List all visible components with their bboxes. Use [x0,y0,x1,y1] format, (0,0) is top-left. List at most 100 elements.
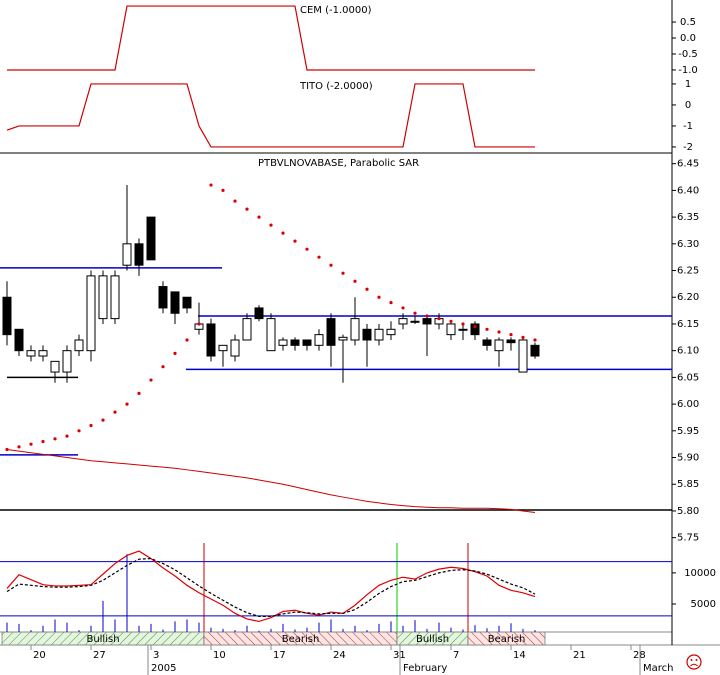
signal-label: Bullish [86,634,119,645]
sar-dot [17,445,21,449]
sar-dot [437,317,441,321]
sar-dot [245,207,249,211]
candle-body [62,350,72,373]
candle-body [98,275,108,320]
series-line [6,557,536,618]
sar-dot [497,330,501,334]
candle-body [206,323,216,357]
y-tick-label: 0.0 [680,33,696,44]
x-tick-label: 20 [33,650,46,661]
y-tick-label: 6.00 [677,399,699,410]
sar-dot [233,199,237,203]
candle-body [482,339,492,346]
y-tick-label: 5.75 [677,533,699,544]
candle-body [158,286,168,309]
sar-dot [449,319,453,323]
sar-dot [425,314,429,318]
sar-dot [5,447,9,452]
panel-title: TITO (-2.0000) [299,81,373,92]
candle-body [278,339,288,346]
sar-dot [89,423,93,428]
signal-label: Bearish [282,634,320,645]
sar-dot [461,322,465,326]
candle-body [314,334,324,346]
candle-body [362,328,372,341]
candle-body [50,360,60,373]
candle-body [458,328,468,331]
x-tick-label: 31 [393,650,406,661]
sar-dot [125,402,129,406]
candle-body [146,216,156,261]
y-tick-label: 6.25 [677,266,699,277]
sar-dot [401,306,405,310]
sar-dot [65,434,69,438]
panel-title: CEM (-1.0000) [300,5,372,16]
y-tick-label: 6.35 [677,212,699,223]
candle-body [398,318,408,325]
y-tick-label: 6.05 [677,372,699,383]
y-tick-label: -1.0 [678,65,698,76]
y-tick-label: 6.15 [677,319,699,330]
candle-body [242,318,252,341]
y-tick-label: 5.95 [677,426,699,437]
y-tick-label: 5.80 [677,506,699,517]
y-tick-label: -1 [683,121,693,132]
candle-body [122,243,132,266]
sar-dot [341,271,345,275]
candle-body [2,296,12,336]
candle-body [506,339,516,344]
sar-dot [101,418,105,422]
y-tick-label: 5.85 [677,479,699,490]
candle-body [38,350,48,357]
candle-body [338,336,348,341]
y-tick-label: 0 [685,100,691,111]
sar-dot [41,439,45,444]
sar-dot [485,327,489,331]
sar-dot [281,231,285,235]
candle-body [386,328,396,336]
y-tick-label: 6.20 [677,292,699,303]
candle-body [422,318,432,325]
candle-body [302,339,312,346]
candle-body [470,323,480,336]
status-icon [686,654,702,670]
y-tick-label: 5000 [691,599,716,610]
candle-body [326,318,336,346]
candle-body [170,291,180,314]
x-tick-label: 10 [213,650,226,661]
x-tick-label: 3 [153,650,159,661]
sar-dot [317,255,321,259]
series-line [6,550,536,623]
y-tick-label: 0.5 [680,17,696,28]
sar-dot [77,429,81,433]
sar-dot [473,325,477,329]
x-tick-label: 24 [333,650,346,661]
x-tick-label: 7 [453,650,459,661]
candle-body [74,339,84,352]
candle-body [290,339,300,346]
average-line [6,449,536,514]
series-line [7,5,535,71]
candle-body [182,296,192,309]
candle-body [530,344,540,357]
candle-body [446,323,456,336]
candle-body [134,243,144,266]
series-line [6,83,535,148]
sar-dot [149,378,153,382]
sar-dot [509,333,513,337]
sar-dot [305,247,309,251]
x-tick-label: 21 [573,650,586,661]
candle-body [254,307,264,320]
y-tick-label: 6.30 [677,239,699,250]
sar-dot [521,335,525,339]
x-month-label: March [643,663,673,674]
sar-dot [389,300,393,305]
candle-body [494,339,504,352]
y-tick-label: -2 [683,142,693,153]
sar-dot [533,338,537,342]
candle-body [86,275,96,352]
x-month-label: February [403,663,447,674]
y-tick-label: 10000 [684,568,716,579]
